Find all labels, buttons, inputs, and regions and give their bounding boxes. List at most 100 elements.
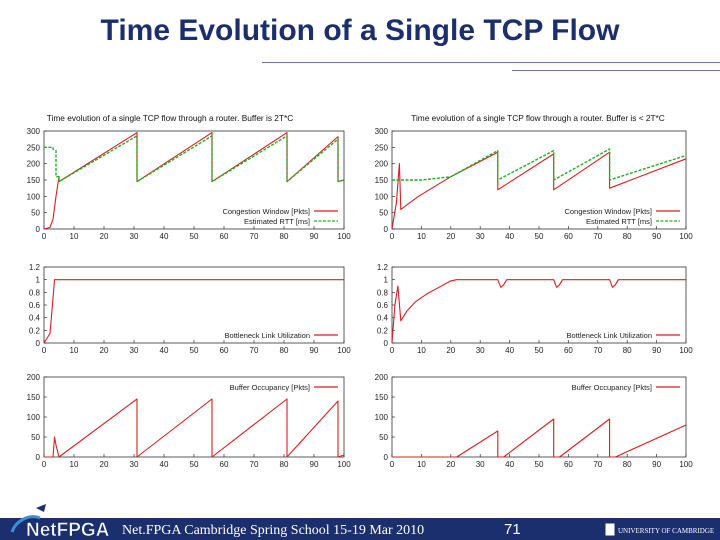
series-line-1 — [43, 279, 344, 344]
x-tick-label: 60 — [220, 346, 229, 355]
y-tick-label: 150 — [375, 393, 389, 402]
x-tick-label: 100 — [337, 460, 351, 469]
logo-swoosh-icon — [10, 515, 41, 533]
netfpga-logo: NetFPGA — [10, 504, 110, 540]
logo-text: NetFPGA — [26, 520, 110, 540]
y-tick-label: 0.8 — [377, 288, 389, 297]
x-tick-label: 0 — [390, 346, 395, 355]
legend-label: Buffer Occupancy [Pkts] — [230, 383, 310, 392]
footer-text: Net.FPGA Cambridge Spring School 15-19 M… — [122, 523, 425, 538]
y-tick-label: 100 — [27, 413, 41, 422]
affiliation-logo-text: UNIVERSITY OF CAMBRIDGE — [618, 527, 714, 535]
x-tick-label: 30 — [476, 460, 485, 469]
y-tick-label: 1.2 — [377, 263, 389, 272]
y-tick-label: 100 — [27, 192, 41, 201]
x-tick-label: 20 — [446, 232, 455, 241]
x-tick-label: 90 — [652, 232, 661, 241]
y-tick-label: 50 — [379, 209, 388, 218]
page-number: 71 — [504, 521, 521, 538]
x-tick-label: 40 — [160, 460, 169, 469]
x-tick-label: 0 — [42, 232, 47, 241]
series-line-2 — [392, 148, 687, 181]
y-tick-label: 0.6 — [29, 301, 41, 310]
series-line-2 — [44, 135, 345, 183]
chart-link-utilization-buffer-2tc: 0 10 20 30 40 50 60 70 80 90 100 0 0.2 0.4 0.6 0.8 1 1.2 B… — [29, 263, 351, 355]
x-tick-label: 90 — [652, 346, 661, 355]
series-line-1 — [391, 279, 686, 344]
x-tick-label: 20 — [446, 346, 455, 355]
x-tick-label: 60 — [564, 460, 573, 469]
footer-bar — [0, 518, 720, 540]
legend-label: Estimated RTT [ms] — [586, 217, 652, 226]
y-tick-label: 0 — [36, 225, 41, 234]
x-tick-label: 0 — [390, 232, 395, 241]
legend-label: Congestion Window [Pkts] — [564, 207, 652, 216]
cambridge-logo: UNIVERSITY OF CAMBRIDGE — [604, 522, 714, 537]
x-tick-label: 70 — [593, 232, 602, 241]
x-tick-label: 60 — [220, 232, 229, 241]
x-tick-label: 10 — [70, 460, 79, 469]
x-tick-label: 20 — [100, 460, 109, 469]
panel-title: Time evolution of a single TCP flow thro… — [47, 113, 293, 123]
y-tick-label: 0.6 — [377, 301, 389, 310]
y-tick-label: 50 — [31, 433, 40, 442]
x-tick-label: 10 — [417, 460, 426, 469]
x-tick-label: 40 — [505, 460, 514, 469]
x-tick-label: 30 — [476, 346, 485, 355]
x-tick-label: 60 — [220, 460, 229, 469]
series-line-1 — [44, 398, 345, 458]
panel-title: Time evolution of a single TCP flow thro… — [411, 113, 665, 123]
x-tick-label: 70 — [250, 460, 259, 469]
x-tick-label: 80 — [623, 346, 632, 355]
chart-congestion-window-buffer-small: Time evolution of a single TCP flow thro… — [375, 113, 694, 241]
x-tick-label: 60 — [564, 232, 573, 241]
legend-label: Estimated RTT [ms] — [244, 217, 310, 226]
y-tick-label: 250 — [27, 143, 41, 152]
y-tick-label: 0 — [384, 453, 389, 462]
y-tick-label: 50 — [31, 209, 40, 218]
y-tick-label: 0.4 — [29, 314, 41, 323]
x-tick-label: 20 — [446, 460, 455, 469]
x-tick-label: 100 — [679, 346, 693, 355]
y-tick-label: 50 — [379, 433, 388, 442]
x-tick-label: 100 — [337, 232, 351, 241]
y-tick-label: 1.2 — [29, 263, 41, 272]
x-tick-label: 50 — [535, 232, 544, 241]
y-tick-label: 0.2 — [29, 326, 41, 335]
x-tick-label: 20 — [100, 346, 109, 355]
x-tick-label: 0 — [42, 460, 47, 469]
x-tick-label: 50 — [535, 346, 544, 355]
x-tick-label: 30 — [130, 460, 139, 469]
x-tick-label: 80 — [280, 346, 289, 355]
y-tick-label: 200 — [375, 160, 389, 169]
x-tick-label: 70 — [593, 346, 602, 355]
y-tick-label: 300 — [27, 127, 41, 136]
y-tick-label: 200 — [375, 373, 389, 382]
title-rule-top — [262, 62, 720, 63]
y-tick-label: 1 — [36, 276, 41, 285]
x-tick-label: 10 — [70, 346, 79, 355]
plots-area: Time evolution of a single TCP flow thro… — [27, 113, 694, 469]
x-tick-label: 70 — [250, 346, 259, 355]
chart-buffer-occupancy-buffer-small: 0 10 20 30 40 50 60 70 80 90 100 0 50 100 150 200 Buffer… — [375, 373, 694, 469]
y-tick-label: 0 — [36, 339, 41, 348]
legend-label: Bottleneck Link Utilization — [567, 331, 652, 340]
x-tick-label: 50 — [190, 232, 199, 241]
y-tick-label: 250 — [375, 143, 389, 152]
series-line-1 — [392, 418, 687, 458]
x-tick-label: 10 — [417, 232, 426, 241]
title-rule-bottom — [512, 70, 720, 71]
x-tick-label: 0 — [390, 460, 395, 469]
x-tick-label: 10 — [417, 346, 426, 355]
y-tick-label: 0 — [384, 339, 389, 348]
y-tick-label: 0 — [384, 225, 389, 234]
y-tick-label: 0.4 — [377, 314, 389, 323]
x-tick-label: 60 — [564, 346, 573, 355]
x-tick-label: 40 — [160, 232, 169, 241]
x-tick-label: 80 — [280, 232, 289, 241]
chart-congestion-window-buffer-2tc: Time evolution of a single TCP flow thro… — [27, 113, 352, 241]
y-tick-label: 100 — [375, 413, 389, 422]
legend-label: Congestion Window [Pkts] — [222, 207, 310, 216]
x-tick-label: 100 — [337, 346, 351, 355]
x-tick-label: 10 — [70, 232, 79, 241]
